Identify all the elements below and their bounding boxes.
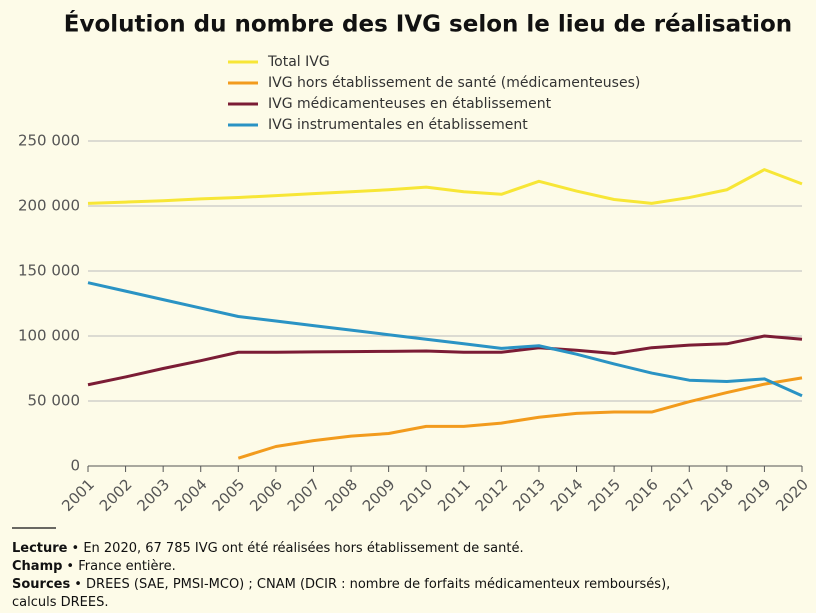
note-label: Sources: [12, 577, 70, 592]
note-text: • En 2020, 67 785 IVG ont été réalisées …: [72, 541, 524, 556]
series-line: [87, 281, 803, 398]
chart-title: Évolution du nombre des IVG selon le lie…: [64, 10, 792, 38]
legend-label: Total IVG: [267, 54, 330, 70]
y-tick-label: 150 000: [18, 262, 80, 280]
y-tick-label: 100 000: [18, 327, 80, 345]
series-line: [87, 334, 803, 387]
note: Sources • DREES (SAE, PMSI-MCO) ; CNAM (D…: [12, 577, 670, 592]
series-line: [87, 168, 803, 205]
series-line: [237, 376, 803, 460]
legend-label: IVG hors établissement de santé (médicam…: [268, 75, 640, 91]
note: calculs DREES.: [12, 595, 108, 610]
y-tick-label: 200 000: [18, 197, 80, 215]
note-label: Champ: [12, 559, 62, 574]
note: Lecture • En 2020, 67 785 IVG ont été réa…: [12, 541, 524, 556]
y-tick-label: 250 000: [18, 132, 80, 150]
note: Champ • France entière.: [12, 559, 176, 574]
y-tick-label: 0: [70, 457, 80, 475]
legend-label: IVG médicamenteuses en établissement: [268, 96, 552, 112]
y-tick-label: 50 000: [28, 392, 81, 410]
note-text: • DREES (SAE, PMSI-MCO) ; CNAM (DCIR : n…: [74, 577, 670, 592]
legend-label: IVG instrumentales en établissement: [268, 117, 528, 133]
note-text: calculs DREES.: [12, 595, 108, 610]
note-label: Lecture: [12, 541, 68, 556]
note-text: • France entière.: [66, 559, 175, 574]
